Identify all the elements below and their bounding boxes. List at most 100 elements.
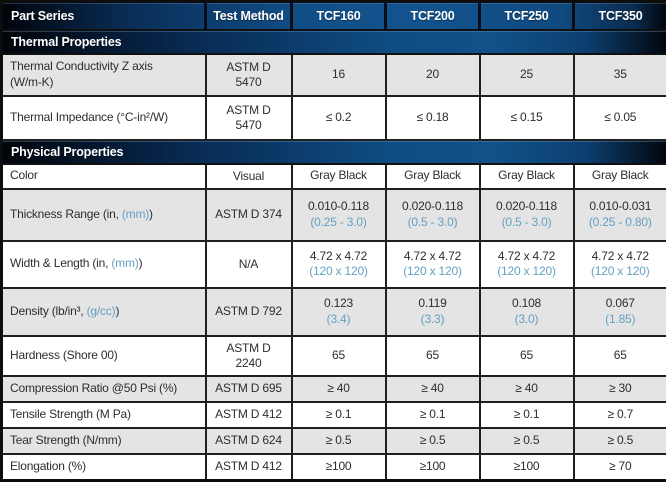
row-label: Hardness (Shore 00) (0, 334, 207, 377)
value-cell: ≥ 40 (290, 374, 387, 403)
value-main: Gray Black (498, 168, 555, 183)
value-main: ≥ 40 (421, 380, 444, 395)
test-method-cell: ASTM D 695 (204, 374, 293, 403)
value-cell: Gray Black (478, 162, 575, 190)
value-cell: 0.010-0.118 (0.25 - 3.0) (290, 187, 387, 242)
row-label-text: Width & Length (in, (10, 256, 112, 271)
table-row-thickness-range: Thickness Range (in, (mm)) ASTM D 374 0.… (0, 187, 666, 242)
test-method-cell: ASTM D 374 (204, 187, 293, 242)
header-cell-tcf200: TCF200 (384, 1, 480, 30)
value-cell: ≥ 70 (572, 452, 666, 482)
table-row-thermal-impedance: Thermal Impedance (°C-in²/W) ASTM D 5470… (0, 94, 666, 141)
value-metric: (3.4) (326, 311, 351, 326)
value-main: ≤ 0.18 (416, 109, 449, 124)
value-main: 0.067 (605, 296, 635, 311)
value-main: ≥ 0.5 (325, 432, 352, 447)
value-cell: ≥ 30 (572, 374, 666, 403)
value-main: ≥100 (325, 458, 352, 473)
value-main: 4.72 x 4.72 (497, 248, 556, 263)
value-metric: (120 x 120) (590, 264, 650, 279)
row-label: Density (lb/in³, (g/cc)) (0, 286, 207, 337)
value-cell: ≥100 (478, 452, 575, 482)
row-label: Compression Ratio @50 Psi (%) (0, 374, 207, 403)
value-main: 0.123 (323, 296, 354, 311)
value-main: 35 (613, 66, 627, 81)
value-cell: ≥ 0.1 (384, 400, 481, 429)
value-cell: 35 (572, 52, 666, 97)
value-cell: ≥ 0.5 (290, 426, 387, 455)
row-label-end: ) (149, 206, 153, 221)
section-row-physical: Physical Properties (0, 138, 666, 165)
row-label-text: Compression Ratio @50 Psi (%) (10, 380, 178, 395)
value-cell: ≥ 0.1 (290, 400, 387, 429)
value-main: ≥ 30 (609, 380, 632, 395)
value-cell: ≥ 0.5 (572, 426, 666, 455)
value-cell: ≥ 0.1 (478, 400, 575, 429)
value-main: 65 (613, 347, 627, 362)
value-cell: 20 (384, 52, 481, 97)
header-cell-tcf350: TCF350 (572, 1, 666, 30)
value-cell: 4.72 x 4.72 (120 x 120) (572, 239, 666, 289)
table-row-elongation: Elongation (%) ASTM D 412 ≥100 ≥100 ≥100… (0, 452, 666, 482)
value-main: 65 (332, 347, 345, 362)
value-main: ≥100 (419, 458, 446, 473)
value-main: ≥ 40 (327, 380, 350, 395)
row-label-text: Color (10, 168, 38, 183)
row-label: Thermal Impedance (°C-in²/W) (0, 94, 207, 141)
test-method-cell: ASTM D 792 (204, 286, 293, 337)
value-main: 25 (520, 66, 533, 81)
table-header: Part Series Test Method TCF160 TCF200 TC… (1, 1, 666, 30)
value-main: Gray Black (404, 168, 461, 183)
value-cell: Gray Black (290, 162, 387, 190)
value-metric: (0.5 - 3.0) (501, 214, 552, 229)
row-label: Elongation (%) (0, 452, 207, 482)
value-main: 0.020-0.118 (496, 199, 557, 214)
value-main: 65 (426, 347, 439, 362)
value-main: ≥ 0.5 (419, 432, 446, 447)
row-label-text: Density (lb/in³, (10, 303, 87, 318)
header-row: Part Series Test Method TCF160 TCF200 TC… (1, 1, 666, 30)
value-metric: (3.3) (420, 311, 445, 326)
test-method-cell: Visual (204, 162, 293, 190)
value-main: 0.010-0.031 (589, 199, 652, 214)
row-label-text: Thickness Range (in, (10, 206, 122, 221)
value-cell: Gray Black (384, 162, 481, 190)
row-label-text: Thermal Impedance (°C-in²/W) (10, 109, 168, 124)
value-main: 4.72 x 4.72 (309, 248, 368, 263)
row-label-end: ) (138, 256, 143, 271)
table-row-compression-ratio: Compression Ratio @50 Psi (%) ASTM D 695… (0, 374, 666, 403)
row-label: Thermal Conductivity Z axis (W/m-K) (0, 52, 207, 97)
row-label-text: Thermal Conductivity Z axis (W/m-K) (10, 58, 153, 89)
value-cell: ≤ 0.2 (290, 94, 387, 141)
row-label: Thickness Range (in, (mm)) (0, 187, 207, 242)
row-label: Width & Length (in, (mm)) (0, 239, 207, 289)
value-cell: 65 (384, 334, 481, 377)
test-method-cell: ASTM D 2240 (204, 334, 293, 377)
section-title-physical: Physical Properties (0, 138, 666, 165)
value-cell: 65 (478, 334, 575, 377)
row-label-text: Tensile Strength (M Pa) (10, 406, 131, 421)
value-cell: 16 (290, 52, 387, 97)
value-main: 0.119 (418, 296, 447, 311)
value-main: ≤ 0.15 (510, 109, 543, 124)
value-main: 65 (520, 347, 533, 362)
value-cell: 0.020-0.118 (0.5 - 3.0) (384, 187, 481, 242)
section-row-thermal: Thermal Properties (0, 28, 666, 55)
value-metric: (1.85) (605, 311, 636, 326)
value-cell: 25 (478, 52, 575, 97)
table-row-hardness: Hardness (Shore 00) ASTM D 2240 65 65 65… (0, 334, 666, 377)
value-cell: 0.108 (3.0) (478, 286, 575, 337)
table-row-tear-strength: Tear Strength (N/mm) ASTM D 624 ≥ 0.5 ≥ … (0, 426, 666, 455)
value-main: 0.108 (511, 296, 542, 311)
value-cell: ≤ 0.18 (384, 94, 481, 141)
table-row-width-length: Width & Length (in, (mm)) N/A 4.72 x 4.7… (0, 239, 666, 289)
value-main: ≥ 0.1 (325, 406, 352, 421)
value-metric: (120 x 120) (309, 264, 368, 279)
table-row-thermal-conductivity: Thermal Conductivity Z axis (W/m-K) ASTM… (0, 52, 666, 97)
value-cell: 0.119 (3.3) (384, 286, 481, 337)
test-method-cell: N/A (204, 239, 293, 289)
value-main: ≥ 0.1 (513, 406, 540, 421)
value-main: 4.72 x 4.72 (403, 248, 462, 263)
value-main: ≥ 70 (609, 458, 632, 473)
value-cell: 4.72 x 4.72 (120 x 120) (290, 239, 387, 289)
